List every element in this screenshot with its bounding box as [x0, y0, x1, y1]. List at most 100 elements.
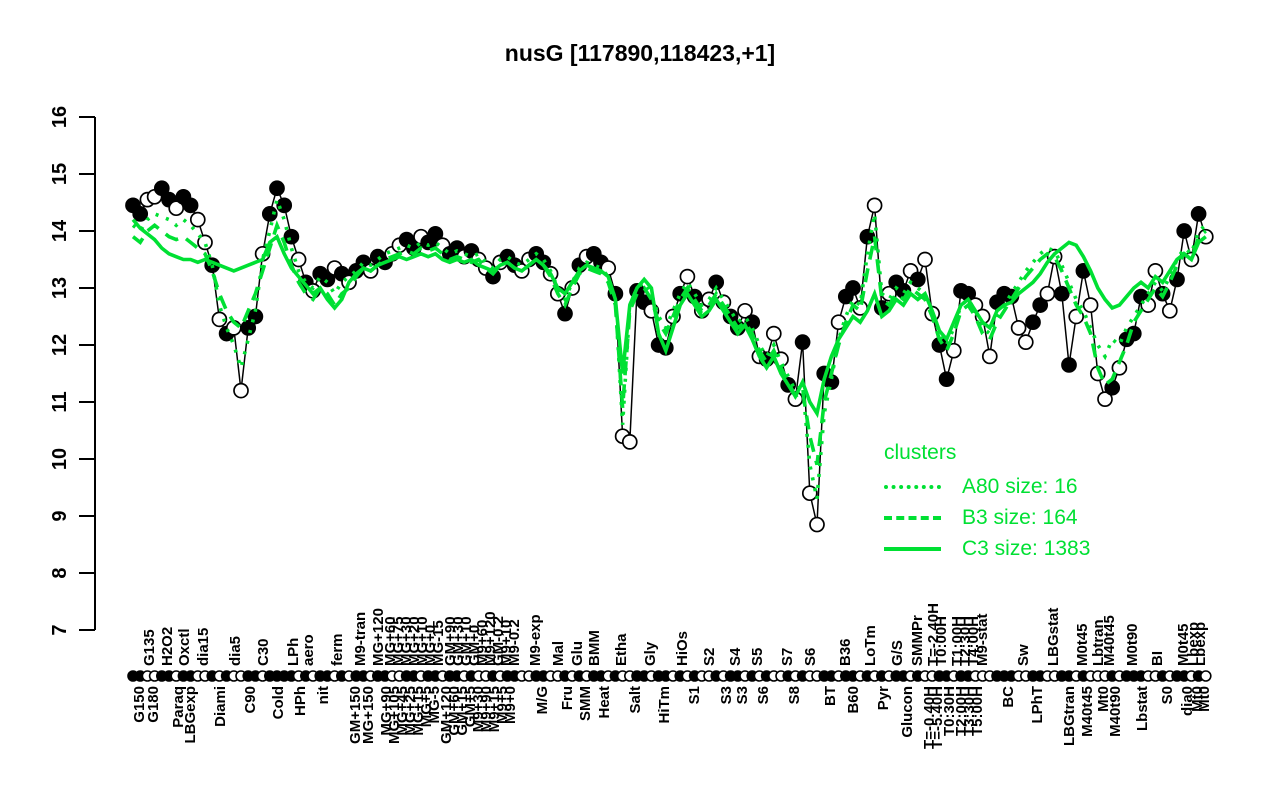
solid-line-sample	[884, 546, 941, 551]
data-point-open	[945, 342, 962, 359]
cluster-solid	[131, 218, 1207, 419]
x-label: B36	[837, 638, 854, 666]
plot-title: nusG [117890,118423,+1]	[504, 40, 776, 66]
x-label: Pyr	[875, 686, 892, 710]
y-tick-label: 12	[49, 334, 71, 356]
x-label: MG+5	[418, 686, 435, 727]
x-label: BMM	[586, 630, 603, 666]
x-label: MG+90	[378, 686, 395, 736]
x-label: Lbtran	[1090, 619, 1107, 666]
x-label: S8	[786, 686, 803, 704]
legend-label-a80: A80 size: 16	[962, 474, 1078, 498]
x-label: LPhT	[1029, 686, 1046, 724]
x-label: MG+75	[390, 616, 407, 666]
x-label: Cold	[270, 686, 287, 719]
x-label: Etha	[613, 633, 630, 666]
x-label: GM+60	[446, 686, 463, 736]
x-label: T1:00H	[949, 616, 966, 666]
x-label: Glu	[569, 641, 586, 666]
x-label: MG+10	[414, 616, 431, 666]
y-axis: 7 8 9 10 11 12 13 14 15 16	[49, 106, 96, 636]
x-label: Glucon	[899, 686, 916, 738]
x-label: MG+0	[422, 625, 439, 666]
x-label: Fru	[559, 686, 576, 710]
x-label: M9+0	[502, 686, 519, 724]
x-label: GM+30	[450, 616, 467, 666]
x-label: S2	[701, 648, 718, 666]
data-point-filled	[427, 226, 444, 242]
x-label: G180	[145, 686, 162, 723]
y-tick-label: 15	[49, 163, 71, 185]
condition-marker-row	[127, 670, 1212, 682]
data-point-open	[1097, 391, 1113, 407]
x-label: S0	[1159, 686, 1176, 704]
x-label: MG-15	[430, 620, 447, 666]
x-label: HiOs	[674, 631, 691, 666]
x-label: M9+120	[482, 611, 499, 666]
x-label: nit	[315, 686, 332, 704]
y-tick-label: 13	[49, 277, 71, 299]
x-label: BI	[1149, 651, 1166, 666]
x-label: GM+120	[438, 686, 455, 744]
data-point-open	[765, 325, 782, 342]
dotted-line-sample	[884, 484, 941, 489]
data-point-filled	[1053, 285, 1070, 302]
x-label: M40t45	[1101, 615, 1118, 666]
x-label: T2:30H	[957, 616, 974, 666]
x-label: S1	[686, 686, 703, 704]
x-label: GM+15	[454, 686, 471, 736]
dashed-line-sample	[884, 515, 941, 520]
x-label: Lbstat	[1134, 686, 1151, 731]
x-label: SMM	[577, 686, 594, 721]
data-point-filled	[1025, 314, 1041, 331]
data-point-filled	[153, 180, 170, 197]
legend-item-b3: B3 size: 164	[884, 502, 1090, 533]
x-label: Oxctl	[176, 628, 193, 666]
data-point-open	[1082, 297, 1099, 313]
x-label: Salt	[627, 686, 644, 714]
x-label: SMMPr	[909, 615, 926, 666]
legend-heading: clusters	[884, 441, 957, 464]
x-label: aero	[300, 634, 317, 666]
x-label: MG+150	[360, 686, 377, 744]
x-label: S3	[718, 686, 735, 704]
x-label: M0t90	[1124, 623, 1141, 666]
x-label: LBGstat	[1045, 608, 1062, 666]
x-label: MG+15	[410, 686, 427, 736]
x-label: LBGtran	[1061, 686, 1078, 746]
x-label: M40t90	[1107, 686, 1124, 737]
x-label: HPh	[292, 686, 309, 716]
x-label: LoTm	[862, 625, 879, 666]
x-label: B60	[845, 686, 862, 714]
x-label: MG+45	[394, 686, 411, 736]
data-point-open	[1039, 285, 1056, 302]
x-label: HiTm	[656, 686, 673, 724]
x-label: M9+60	[474, 620, 491, 666]
y-tick-label: 8	[49, 567, 71, 578]
x-label: T2:00H	[953, 686, 970, 736]
data-point-open	[809, 516, 825, 533]
x-label: M9+15	[486, 686, 503, 732]
x-label: Mt0	[1189, 686, 1206, 712]
legend-item-a80: A80 size: 16	[884, 471, 1090, 502]
y-tick-label: 11	[49, 391, 71, 412]
data-point-filled	[283, 228, 300, 245]
cluster-line-dotted	[131, 193, 1207, 500]
x-label: MG+30	[398, 616, 415, 666]
x-label: LBGexp	[182, 686, 199, 744]
data-point-open	[981, 348, 998, 365]
data-point-open	[1161, 302, 1178, 319]
x-label: MG+105	[386, 686, 403, 744]
x-label: LPh	[285, 638, 302, 666]
x-label: Mt0	[1095, 686, 1112, 712]
data-point-filled	[276, 197, 293, 214]
y-tick-label: 16	[49, 106, 71, 128]
x-label: GM-0.2	[490, 616, 507, 666]
x-label: MG+25	[402, 686, 419, 736]
data-point-filled	[1176, 223, 1193, 239]
x-label: Lbexp	[1185, 622, 1202, 666]
x-label: Diami	[212, 686, 229, 727]
